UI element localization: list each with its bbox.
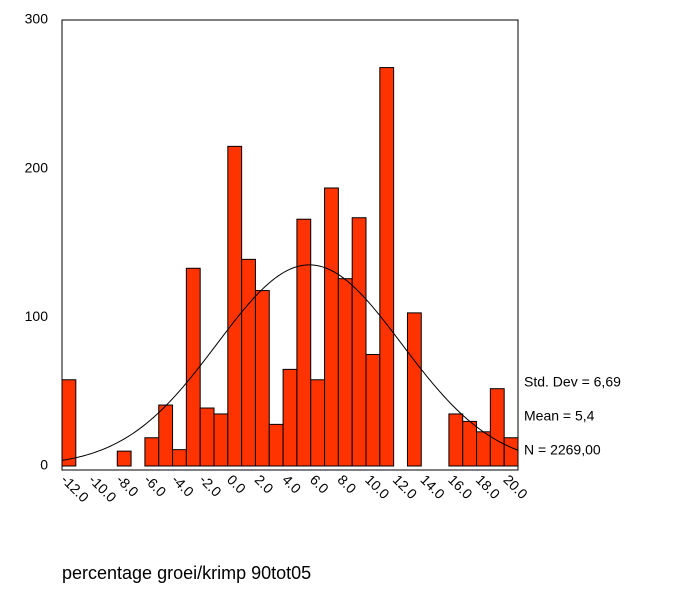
x-tick-label: -12.0 (58, 471, 92, 505)
y-tick-label: 0 (40, 457, 48, 473)
bar (489, 388, 505, 467)
x-tick-label: 4.0 (279, 471, 304, 496)
y-tick-label: 100 (25, 308, 49, 324)
normal-curve (61, 264, 519, 461)
x-tick-label: -6.0 (141, 471, 170, 500)
x-tick-label: -2.0 (196, 471, 225, 500)
x-tick-label: 10.0 (362, 471, 393, 502)
x-tick-label: 12.0 (390, 471, 421, 502)
bar (503, 437, 519, 467)
y-tick-label: 300 (25, 11, 49, 27)
bar (61, 379, 77, 467)
stat-annotation: Std. Dev = 6,69 (524, 374, 621, 390)
bar (213, 413, 229, 467)
bar (462, 420, 478, 467)
plot-frame (61, 19, 519, 471)
bar (241, 258, 256, 467)
x-tick-label: 16.0 (445, 471, 476, 502)
stat-annotation: N = 2269,00 (524, 442, 601, 458)
bar (185, 267, 201, 467)
x-tick-label: 8.0 (335, 471, 360, 496)
bar (448, 413, 464, 467)
bar (365, 354, 381, 467)
x-tick-label: 6.0 (307, 471, 332, 496)
bar (227, 145, 243, 467)
bar (351, 217, 367, 467)
bar (158, 404, 174, 467)
bar (406, 312, 422, 467)
bar (337, 278, 353, 467)
x-tick-label: 18.0 (473, 471, 504, 502)
x-tick-label: 0.0 (224, 471, 249, 496)
bar (172, 449, 187, 467)
y-tick-label: 200 (25, 159, 49, 175)
bar (476, 431, 491, 467)
bar (116, 450, 132, 467)
bar (379, 67, 395, 467)
x-tick-label: 2.0 (252, 471, 277, 496)
bar (144, 437, 160, 467)
x-axis-label: percentage groei/krimp 90tot05 (62, 563, 311, 583)
bar (324, 187, 339, 467)
x-tick-label: -4.0 (169, 471, 198, 500)
stat-annotation: Mean = 5,4 (524, 408, 595, 424)
bar (268, 423, 284, 467)
bar (282, 368, 298, 467)
bar (296, 218, 312, 467)
x-tick-label: 20.0 (500, 471, 531, 502)
bar (254, 290, 270, 467)
bar (310, 379, 326, 467)
x-tick-label: -10.0 (86, 471, 120, 505)
x-tick-label: 14.0 (417, 471, 448, 502)
bar (199, 407, 215, 467)
